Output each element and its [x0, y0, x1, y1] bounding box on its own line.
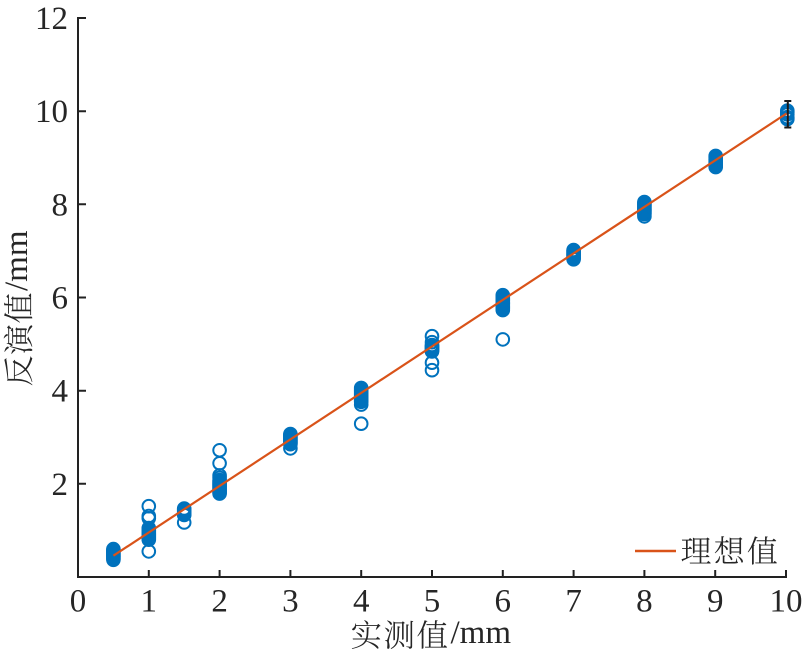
svg-text:3: 3: [282, 584, 299, 620]
svg-text:/mm: /mm: [0, 230, 35, 291]
svg-text:6: 6: [52, 281, 69, 317]
svg-text:2: 2: [211, 584, 228, 620]
svg-text:10: 10: [35, 94, 68, 130]
svg-text:10: 10: [770, 584, 802, 620]
svg-text:8: 8: [636, 584, 653, 620]
svg-text:2: 2: [52, 467, 69, 503]
svg-text:/mm: /mm: [451, 615, 512, 650]
svg-text:4: 4: [52, 374, 69, 410]
svg-text:8: 8: [52, 187, 69, 223]
svg-text:4: 4: [353, 584, 370, 620]
svg-text:5: 5: [424, 584, 441, 620]
svg-text:0: 0: [70, 584, 87, 620]
svg-text:7: 7: [565, 584, 582, 620]
svg-text:9: 9: [707, 584, 724, 620]
svg-text:12: 12: [35, 1, 68, 37]
svg-text:1: 1: [141, 584, 158, 620]
